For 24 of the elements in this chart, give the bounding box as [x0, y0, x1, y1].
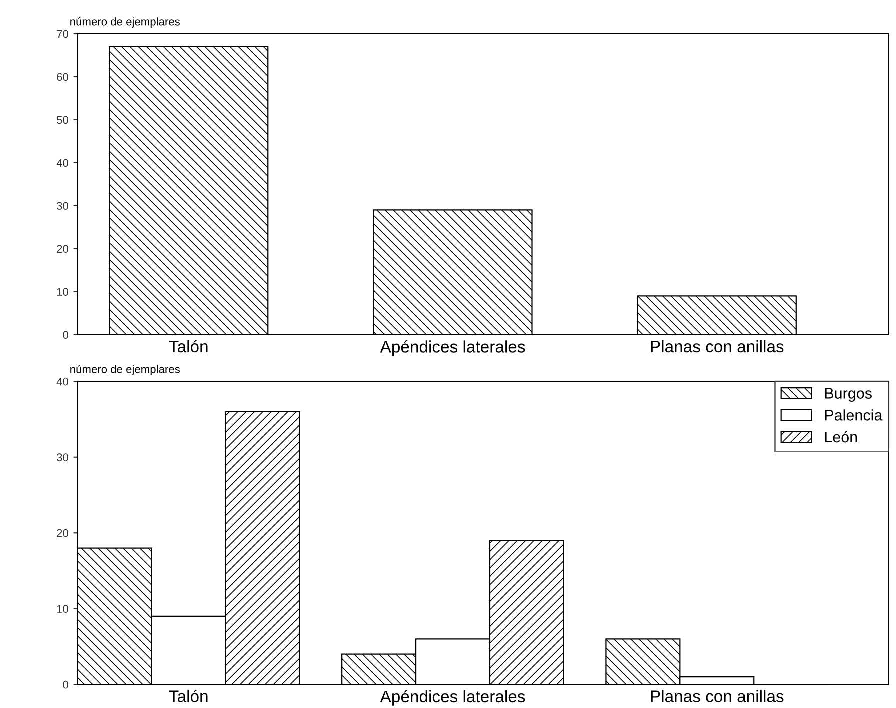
y-axis-title: número de ejemplares [70, 365, 180, 376]
x-tick-label: Apéndices laterales [380, 340, 526, 356]
x-tick-label: Talón [169, 690, 208, 702]
y-tick-label: 40 [56, 159, 68, 168]
y-tick-label: 40 [56, 378, 68, 386]
y-tick-label: 10 [57, 288, 68, 296]
y-tick-label: 60 [57, 73, 68, 82]
y-tick-label: 20 [57, 529, 68, 538]
y-tick-label: 30 [56, 202, 68, 210]
legend-label: Burgos [825, 388, 872, 402]
y-tick-label: 20 [57, 245, 68, 254]
x-tick-label: Planas con anillas [651, 340, 784, 353]
legend-label: León [825, 431, 858, 443]
y-tick-label: 70 [57, 30, 68, 38]
y-tick-label: 0 [63, 680, 68, 689]
legend-label: Palencia [825, 410, 883, 421]
x-tick-label: Planas con anillas [651, 690, 784, 702]
x-tick-label: Apéndices laterales [380, 690, 526, 706]
y-axis-title: número de ejemplares [70, 17, 180, 28]
x-tick-label: Talón [169, 340, 208, 353]
y-tick-label: 50 [57, 116, 68, 124]
y-tick-label: 10 [57, 605, 68, 614]
y-tick-label: 30 [56, 454, 68, 462]
y-tick-label: 0 [63, 331, 68, 340]
